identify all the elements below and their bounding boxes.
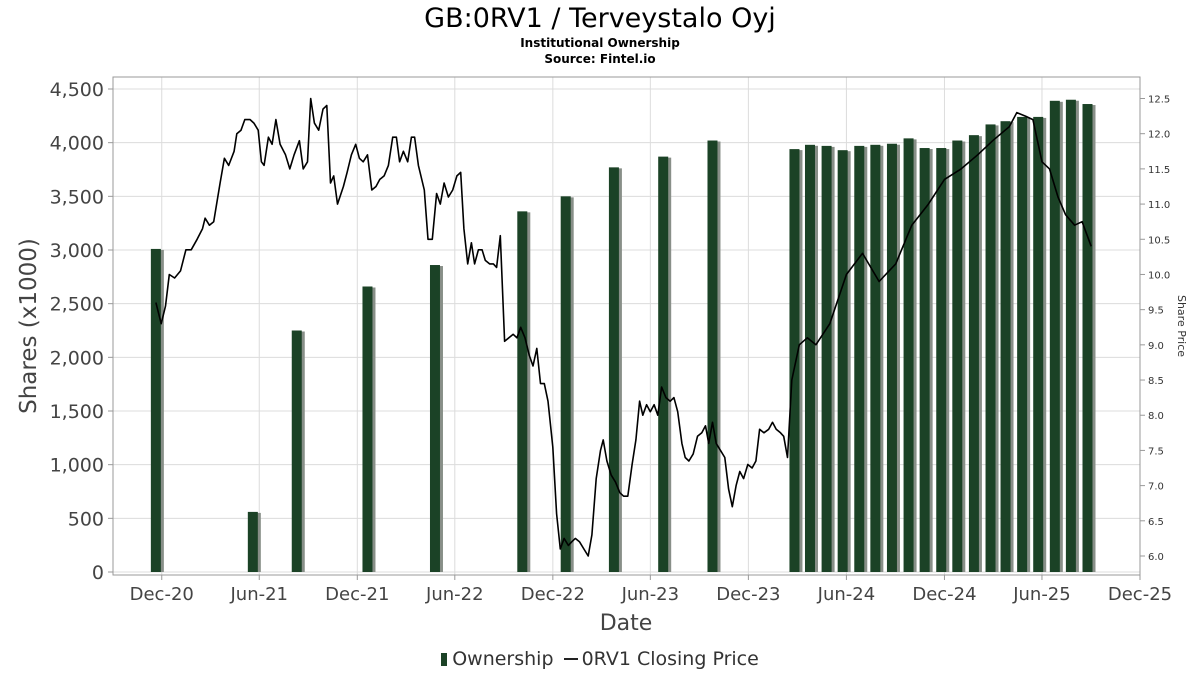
chart-source: Source: Fintel.io	[544, 52, 656, 66]
y-axis-label: Shares (x1000)	[16, 238, 42, 414]
y2-tick-label-5: 8.5	[1148, 376, 1164, 387]
ownership-bar-27	[1065, 99, 1076, 572]
ownership-bar-14	[854, 145, 865, 573]
legend-line-swatch	[563, 658, 578, 660]
x-tick-label-2: Dec-21	[325, 584, 389, 605]
legend-item-price: 0RV1 Closing Price	[563, 648, 759, 670]
y2-tick-label-10: 11.0	[1148, 200, 1170, 211]
y2-tick-label-13: 12.5	[1148, 95, 1170, 106]
ownership-bar-7	[608, 167, 619, 572]
x-tick-label-3: Jun-22	[425, 584, 484, 605]
x-tick-label-9: Jun-25	[1012, 584, 1071, 605]
ownership-bar-4	[429, 265, 440, 572]
ownership-bar-20	[952, 140, 963, 572]
ownership-bar-24	[1017, 116, 1028, 572]
y2-tick-label-6: 9.0	[1148, 341, 1164, 352]
ownership-bar-6	[560, 196, 571, 573]
ownership-bar-15	[870, 144, 881, 572]
legend: Ownership 0RV1 Closing Price	[0, 648, 1200, 670]
price-line-path	[155, 97, 1092, 557]
y2-tick-label-8: 10.0	[1148, 270, 1170, 281]
x-tick-label-1: Jun-21	[229, 584, 288, 605]
ownership-bar-9	[707, 140, 718, 572]
y2-tick-label-3: 7.5	[1148, 446, 1164, 457]
y-tick-label-1: 500	[68, 508, 104, 530]
ownership-bar-25	[1033, 116, 1044, 572]
ownership-bar-3	[362, 286, 373, 572]
x-axis-ticks: Dec-20 Jun-21 Dec-21 Jun-22 Dec-22 Jun-23 Dec-…	[130, 575, 1172, 605]
ownership-bar-18	[919, 148, 930, 573]
y2-tick-label-12: 12.0	[1148, 130, 1170, 141]
x-tick-label-8: Dec-24	[912, 584, 976, 605]
x-axis-label: Date	[600, 611, 653, 636]
ownership-bar-16	[886, 143, 897, 573]
x-tick-label-5: Jun-23	[621, 584, 680, 605]
legend-label-ownership: Ownership	[452, 648, 554, 670]
ownership-bar-23	[1000, 121, 1011, 572]
plot-frame	[112, 76, 1141, 576]
legend-label-price: 0RV1 Closing Price	[581, 648, 759, 670]
y-tick-label-2: 1,000	[50, 455, 104, 477]
ownership-bar-13	[837, 150, 848, 572]
y-tick-label-5: 2,500	[50, 294, 104, 316]
chart-subtitle: Institutional Ownership	[520, 36, 680, 50]
ownership-bar-22	[985, 124, 996, 573]
y-tick-label-9: 4,500	[50, 79, 104, 101]
y2-tick-label-2: 7.0	[1148, 482, 1164, 493]
x-tick-label-6: Dec-23	[716, 584, 780, 605]
x-tick-label-7: Jun-24	[817, 584, 876, 605]
ownership-bars	[150, 99, 1096, 573]
ownership-bar-5	[517, 211, 528, 573]
ownership-bar-21	[968, 135, 979, 573]
ownership-bar-12	[821, 145, 832, 573]
y2-tick-label-9: 10.5	[1148, 235, 1170, 246]
y2-tick-label-7: 9.5	[1148, 306, 1164, 317]
legend-item-ownership: Ownership	[441, 648, 554, 670]
y-tick-label-6: 3,000	[50, 240, 104, 262]
x-tick-label-10: Dec-25	[1108, 584, 1172, 605]
y2-tick-label-0: 6.0	[1148, 552, 1164, 563]
y2-tick-label-1: 6.5	[1148, 517, 1164, 528]
y-tick-label-7: 3,500	[50, 186, 104, 208]
y2-tick-label-4: 8.0	[1148, 411, 1164, 422]
chart-title: GB:0RV1 / Terveystalo Oyj	[424, 3, 776, 34]
ownership-bar-26	[1049, 100, 1060, 572]
y-tick-label-8: 4,000	[50, 133, 104, 155]
y-tick-label-0: 0	[92, 562, 104, 584]
y2-tick-label-11: 11.5	[1148, 165, 1170, 176]
x-tick-label-4: Dec-22	[521, 584, 585, 605]
ownership-bar-8	[658, 156, 669, 572]
price-line	[155, 97, 1092, 557]
ownership-bar-19	[936, 148, 947, 573]
right-axis-label: Share Price	[1175, 295, 1188, 357]
x-tick-label-0: Dec-20	[130, 584, 194, 605]
ownership-bar-28	[1082, 104, 1093, 572]
ownership-bar-17	[903, 138, 914, 572]
y-tick-label-4: 2,000	[50, 347, 104, 369]
left-axis-ticks: 0 500 1,000 1,500 2,000 2,500 3,000 3,500 4,000 4…	[50, 79, 113, 584]
ownership-bar-1	[247, 511, 258, 572]
legend-bar-swatch	[441, 653, 448, 666]
ownership-bar-10	[789, 149, 800, 572]
ownership-bar-2	[291, 330, 302, 572]
ownership-bar-11	[804, 144, 815, 572]
ownership-bar-0	[150, 248, 161, 572]
right-axis-ticks: 6.0 6.5 7.0 7.5 8.0 8.5 9.0 9.5 10.0 10.5 11.0 11.5…	[1140, 95, 1170, 563]
y-tick-label-3: 1,500	[50, 401, 104, 423]
